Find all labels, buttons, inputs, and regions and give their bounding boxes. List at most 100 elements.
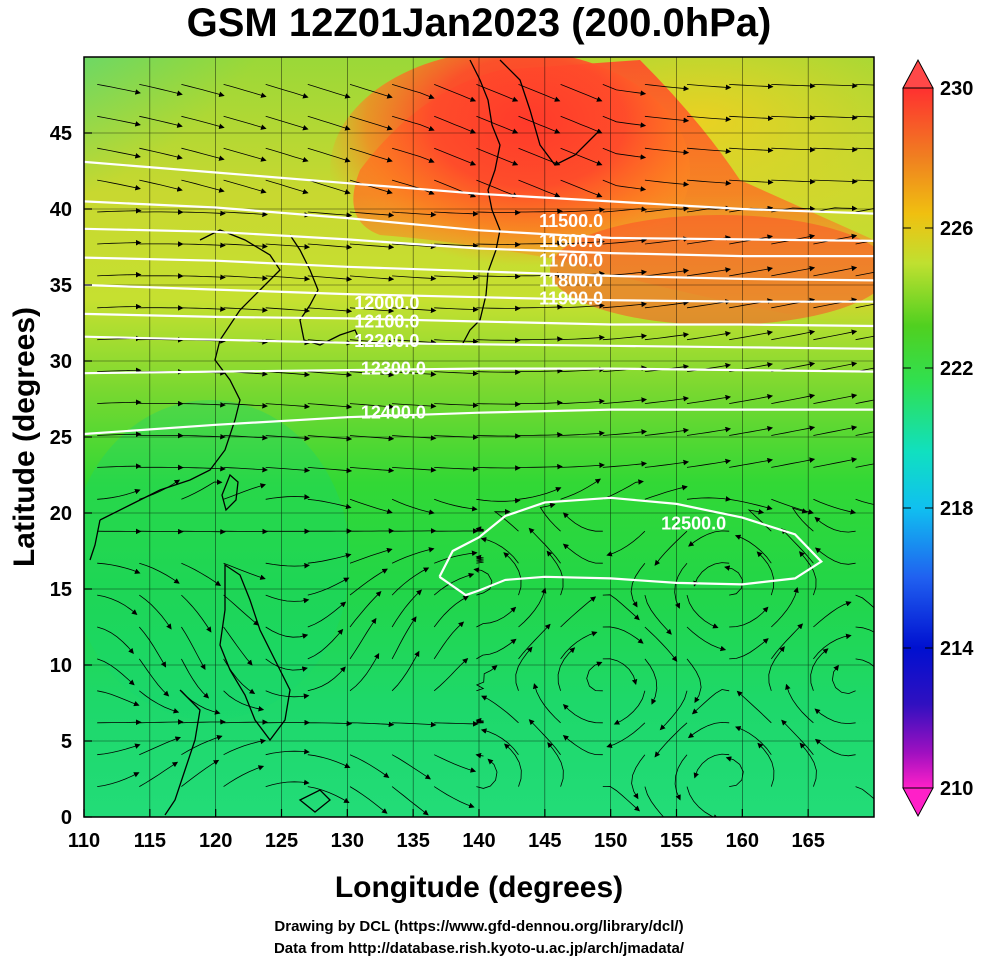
wind-streamline [434,721,479,727]
wind-streamline [223,402,268,409]
wind-streamline [392,467,437,473]
y-tick-label: 15 [50,579,72,601]
wind-streamline [813,178,858,185]
x-tick-label: 150 [594,830,627,852]
wind-streamline [433,657,469,692]
wind-streamline [560,115,603,134]
wind-streamline [602,479,644,500]
x-tick-label: 155 [660,830,693,852]
wind-streamline [476,273,521,280]
wind-streamline [434,498,478,512]
wind-streamline [265,494,310,500]
wind-streamline [434,550,478,564]
wind-streamline [771,425,816,436]
wind-streamline [602,115,647,128]
contour-label: 12200.0 [354,331,419,351]
wind-streamline [307,553,352,564]
taiwan-coast [221,473,239,512]
wind-streamline [265,147,309,163]
figure-title: GSM 12Z01Jan2023 (200.0hPa) [187,1,772,45]
wind-streamline [560,596,597,628]
wind-streamline [644,84,690,92]
x-axis-ticks: 110 115 120 125 130 135 140 145 150 155 160 165 [68,809,825,852]
wind-streamline [518,304,563,310]
wind-streamline [771,329,816,341]
wind-streamline [855,335,874,341]
wind-streamline [265,626,309,639]
wind-streamline [392,403,437,409]
x-tick-label: 145 [528,830,561,852]
wind-streamline [813,114,858,121]
wind-streamline [602,626,644,644]
wind-streamline [644,115,690,124]
wind-streamline [223,147,267,162]
wind-streamline [349,652,380,692]
wind-streamline [307,403,353,410]
wind-streamline [391,786,429,816]
wind-streamline [223,626,253,666]
wind-streamline [307,84,351,99]
wind-streamline [602,147,647,160]
wind-streamline [223,594,260,626]
wind-streamline [725,756,744,787]
wind-streamline [560,239,605,245]
wind-streamline [814,516,856,533]
colorbar-min-triangle [902,787,934,818]
wind-streamline [855,463,874,468]
wind-streamline [855,786,874,800]
contour-line [84,227,874,258]
wind-streamline [518,368,563,374]
wind-streamline [181,147,225,161]
wind-streamline [97,431,142,438]
wind-streamline [349,211,395,218]
x-tick-label: 160 [726,830,759,852]
wind-streamline [515,646,533,691]
wind-streamline [855,115,874,118]
geopotential-contours [84,160,874,597]
contour-label: 12400.0 [361,403,426,423]
wind-streamline [392,275,437,282]
wind-streamline [654,722,688,758]
wind-streamline [813,425,858,436]
wind-streamline [223,307,268,313]
wind-streamline [265,403,311,410]
wind-streamline [686,594,719,629]
x-tick-label: 110 [68,830,100,852]
contour-line [84,200,874,242]
x-tick-label: 125 [265,830,298,852]
wind-streamline [771,83,816,89]
wind-streamline [307,275,353,282]
wind-streamline [686,496,732,502]
y-tick-label: 30 [50,351,72,373]
contour-line [84,256,874,282]
wind-streamline [391,498,435,515]
wind-streamline [138,658,170,697]
wind-streamline [686,179,732,186]
wind-streamline [139,179,183,192]
wind-streamline [518,487,562,500]
contour-label: 11900.0 [539,289,603,309]
wind-streamline [181,210,226,217]
wind-streamline [659,690,688,731]
wind-streamline [562,704,603,724]
wind-streamline [644,332,690,341]
wind-streamline [686,458,732,468]
wind-streamline [138,626,167,668]
wind-streamline [434,274,479,281]
wind-streamline [223,765,265,787]
green-region-west [84,400,350,720]
wind-streamline [644,626,678,662]
x-tick-label: 165 [791,830,824,852]
wind-streamline [476,606,517,628]
lat-lon-grid [84,57,874,817]
wind-streamline [654,530,688,566]
wind-streamline [181,274,226,280]
y-tick-label: 10 [50,655,72,677]
wind-streamline [855,239,874,245]
wind-streamline [434,242,479,249]
wind-streamline [433,621,465,660]
wind-streamline [503,552,522,596]
colorbar: 230 226 222 218 214 210 [902,58,974,818]
wind-streamline [307,628,344,660]
wind-streamline [265,748,310,756]
